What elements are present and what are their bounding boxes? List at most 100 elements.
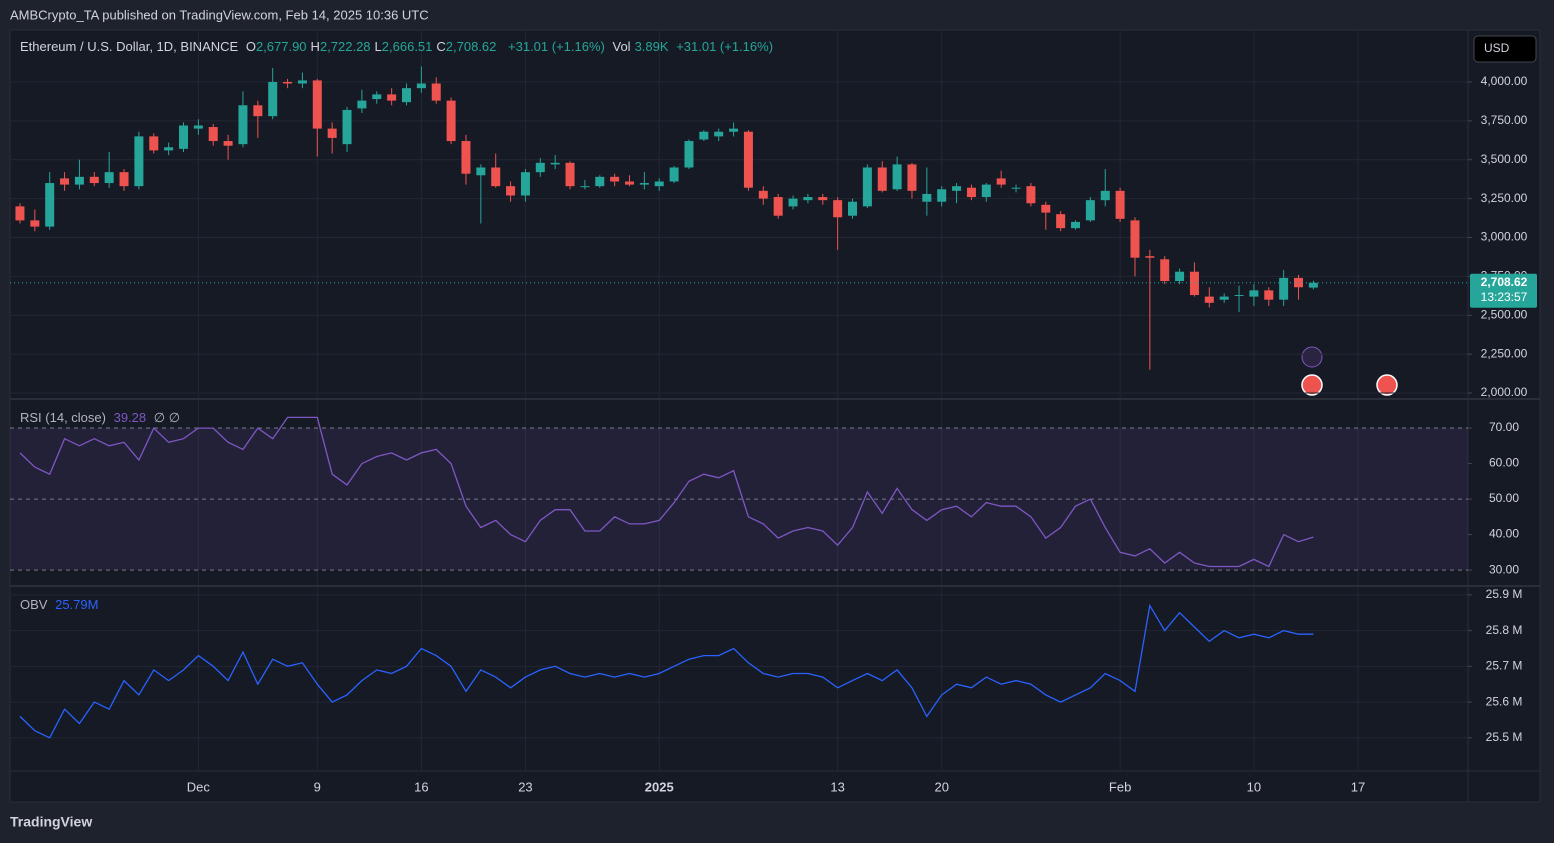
ohlc-label: H — [310, 39, 320, 54]
x-tick-label: Dec — [187, 779, 211, 794]
candle-body — [193, 125, 203, 129]
candle-body — [446, 100, 456, 142]
candle-body — [818, 197, 828, 201]
candle-body — [327, 128, 337, 138]
candle-body — [729, 128, 739, 132]
indicator-line — [19, 416, 1314, 568]
y-tick-label: 2,500.00 — [1481, 307, 1528, 321]
candle-body — [268, 81, 278, 117]
candle-body — [803, 197, 813, 201]
event-flag[interactable] — [1376, 374, 1398, 396]
candle-body — [312, 80, 322, 129]
candle-body — [1130, 220, 1140, 258]
candle-body — [877, 167, 887, 191]
candle-body — [758, 190, 768, 199]
y-tick-label: 3,750.00 — [1481, 113, 1528, 127]
publisher: AMBCrypto_TA published on TradingView.co… — [10, 7, 429, 22]
candle-body — [580, 186, 590, 188]
y-tick-label: 2,000.00 — [1481, 385, 1528, 399]
candle-body — [253, 105, 263, 117]
y-tick-label: 50.00 — [1489, 491, 1519, 505]
candle-body — [476, 167, 486, 176]
y-tick-label: 70.00 — [1489, 420, 1519, 434]
rsi-legend: RSI (14, close) 39.28 ∅ ∅ — [20, 410, 184, 426]
indicator-line — [19, 603, 1314, 739]
candle-body — [431, 83, 441, 101]
candle-body — [892, 164, 902, 190]
ohlc: O2,677.90 H2,722.28 L2,666.51 C2,708.62 — [246, 39, 501, 54]
candle-body — [1204, 296, 1214, 303]
candle-body — [952, 186, 962, 191]
candle-body — [357, 100, 367, 109]
candle-body — [238, 105, 248, 145]
candle-body — [164, 147, 174, 151]
candle-body — [402, 88, 412, 103]
volume: 3.89K — [634, 39, 669, 54]
y-tick-label: 4,000.00 — [1481, 74, 1528, 88]
y-tick-label: 60.00 — [1489, 456, 1519, 470]
candle-body — [1189, 271, 1199, 296]
candle-body — [714, 131, 724, 137]
candle-body — [15, 206, 25, 221]
candle-body — [520, 172, 530, 196]
candle-body — [1249, 290, 1259, 297]
ohlc-label: C — [436, 39, 446, 54]
candle-body — [1219, 296, 1229, 300]
candle-body — [1279, 277, 1289, 300]
event-icon[interactable] — [1301, 346, 1323, 368]
last-price-box — [1470, 273, 1537, 308]
candle-body — [848, 201, 858, 216]
y-tick-label: 3,000.00 — [1481, 230, 1528, 244]
candle-body — [699, 131, 709, 140]
rsi-value: 39.28 — [113, 410, 147, 425]
candle-body — [223, 141, 233, 146]
candle-body — [74, 176, 84, 185]
candle-body — [535, 162, 545, 173]
rsi-extra: ∅ ∅ — [153, 410, 181, 425]
y-tick-label: 25.8 M — [1486, 623, 1523, 637]
candle-body — [625, 181, 635, 185]
countdown: 13:23:57 — [1481, 290, 1528, 304]
candle-body — [104, 172, 114, 184]
x-tick-label: 9 — [314, 779, 321, 794]
candle-body — [178, 125, 188, 149]
candle-body — [1085, 200, 1095, 221]
event-flag[interactable] — [1301, 374, 1323, 396]
candle-body — [45, 183, 55, 227]
x-tick-label: 10 — [1247, 779, 1261, 794]
candle-body — [1056, 214, 1066, 229]
candle-body — [1234, 295, 1244, 297]
candle-body — [372, 94, 382, 100]
candle-body — [773, 197, 783, 216]
currency-button[interactable] — [1473, 35, 1537, 63]
rsi-title: RSI (14, close) — [20, 410, 106, 425]
price-legend: Ethereum / U.S. Dollar, 1D, BINANCE O2,6… — [20, 39, 777, 54]
candle-body — [669, 167, 679, 182]
y-tick-label: 25.5 M — [1486, 730, 1523, 744]
candle-body — [134, 136, 144, 187]
ohlc-value: 2,677.90 — [255, 39, 307, 54]
candle-body — [342, 109, 352, 145]
candle-body — [1011, 187, 1021, 189]
y-tick-label: 25.6 M — [1486, 694, 1523, 708]
candle-body — [966, 187, 976, 198]
candle-body — [1145, 256, 1155, 258]
candle-body — [1160, 259, 1170, 282]
candle-body — [60, 178, 70, 185]
chart-panel — [9, 29, 1541, 803]
candle-body — [981, 184, 991, 198]
candle-body — [30, 220, 40, 227]
ohlc-label: L — [374, 39, 382, 54]
currency[interactable]: USD — [1484, 41, 1510, 55]
x-tick-label: 20 — [934, 779, 948, 794]
y-tick-label: 25.7 M — [1486, 659, 1523, 673]
volume-label: Vol — [612, 39, 631, 54]
symbol-title: Ethereum / U.S. Dollar, 1D, BINANCE — [20, 39, 239, 54]
x-tick-label: 23 — [518, 779, 532, 794]
x-tick-label: 16 — [414, 779, 428, 794]
candle-body — [506, 186, 516, 196]
candle-body — [922, 193, 932, 202]
candle-body — [565, 162, 575, 187]
y-tick-label: 25.9 M — [1486, 587, 1523, 601]
